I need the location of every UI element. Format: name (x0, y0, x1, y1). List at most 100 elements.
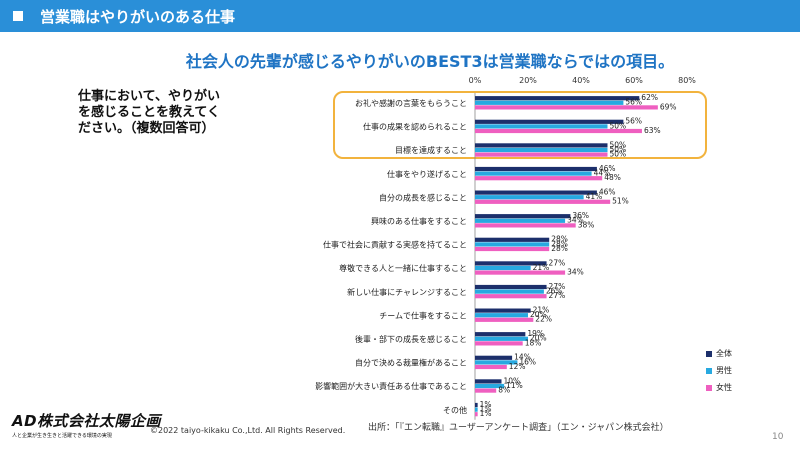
bar-female (475, 128, 642, 134)
bar-male (475, 218, 566, 223)
bar-male (475, 407, 478, 412)
bar-overall (475, 166, 597, 172)
category-label: お礼や感謝の言葉をもらうこと (355, 98, 467, 108)
bar-female (475, 412, 478, 417)
legend-item-female: 女性 (706, 379, 732, 396)
data-label-male: 20% (530, 310, 547, 319)
bar-male (475, 195, 584, 200)
legend-swatch-female (706, 384, 712, 391)
top3-highlight-box (333, 91, 707, 159)
category-label: 自分で決める裁量権があること (355, 358, 467, 368)
bar-overall (475, 190, 597, 195)
company-logo: AD株式会社太陽企画 人と企業が生き生きと活躍できる環境の実現 (12, 410, 161, 439)
data-label-overall: 46% (599, 164, 616, 173)
bar-male (475, 336, 528, 341)
bar-overall (475, 96, 640, 101)
legend-swatch-male (706, 367, 712, 374)
page-number: 10 (772, 432, 784, 442)
bar-male (475, 147, 608, 153)
data-label-overall: 19% (527, 329, 544, 338)
data-label-female: 1% (480, 409, 492, 418)
bar-male (475, 100, 624, 105)
chart-legend: 全体 男性 女性 (706, 345, 732, 396)
data-label-overall: 14% (514, 353, 531, 362)
data-label-female: 69% (660, 102, 677, 111)
data-label-overall: 21% (533, 306, 550, 315)
data-label-male: 11% (506, 381, 523, 390)
bar-female (475, 294, 547, 299)
x-tick-label: 80% (678, 76, 696, 85)
legend-swatch-overall (706, 350, 712, 357)
bar-male (475, 313, 528, 318)
data-label-overall: 62% (641, 93, 658, 102)
category-label: 仕事で社会に貢献する実感を持てること (323, 240, 467, 250)
category-label: 後輩・部下の成長を感じること (355, 334, 467, 344)
data-label-male: 44% (594, 169, 611, 178)
category-label: 目標を達成すること (395, 145, 467, 155)
data-label-overall: 27% (549, 258, 566, 267)
x-tick-label: 40% (572, 76, 590, 85)
x-tick-label: 20% (519, 76, 537, 85)
legend-label-male: 男性 (716, 366, 732, 375)
data-label-overall: 50% (610, 140, 627, 149)
bar-male (475, 124, 608, 129)
data-label-female: 51% (612, 197, 629, 206)
category-label: その他 (443, 405, 467, 415)
data-label-male: 41% (586, 192, 603, 201)
category-label: 自分の成長を感じること (379, 192, 467, 202)
category-label: 仕事の成果を認められること (363, 122, 467, 132)
bar-overall (475, 332, 526, 337)
bar-male (475, 289, 544, 294)
data-label-male: 26% (546, 287, 563, 296)
bar-female (475, 341, 523, 346)
data-label-overall: 10% (504, 376, 521, 385)
bar-overall (475, 237, 550, 242)
data-label-overall: 36% (572, 211, 589, 220)
data-label-female: 34% (567, 268, 584, 277)
category-label: チームで仕事をすること (379, 310, 467, 320)
legend-item-overall: 全体 (706, 345, 732, 362)
legend-label-female: 女性 (716, 383, 732, 392)
data-label-overall: 27% (549, 282, 566, 291)
bar-female (475, 176, 603, 181)
data-label-female: 12% (509, 362, 526, 371)
category-label: 興味のある仕事をすること (371, 216, 467, 226)
bar-overall (475, 379, 502, 384)
data-label-female: 22% (535, 315, 552, 324)
bar-female (475, 105, 658, 110)
bar-female (475, 388, 497, 393)
bar-male (475, 360, 518, 365)
bar-overall (475, 308, 531, 313)
bar-overall (475, 119, 624, 124)
bar-overall (475, 355, 513, 360)
category-label: 新しい仕事にチャレンジすること (347, 287, 467, 297)
logo-text: AD株式会社太陽企画 (12, 412, 162, 430)
data-label-overall: 56% (625, 117, 642, 126)
data-label-male: 56% (625, 98, 642, 107)
data-label-male: 28% (551, 239, 568, 248)
logo-tagline: 人と企業が生き生きと活躍できる環境の実現 (12, 433, 112, 439)
data-label-male: 50% (610, 121, 627, 130)
data-label-overall: 46% (599, 188, 616, 197)
data-label-female: 18% (525, 338, 542, 347)
chart-subtitle: 社会人の先輩が感じるやりがいのBEST3は営業職ならではの項目。 (185, 52, 675, 71)
data-label-male: 16% (519, 357, 536, 366)
bar-overall (475, 284, 547, 290)
legend-label-overall: 全体 (716, 349, 732, 358)
data-label-female: 8% (498, 386, 510, 395)
source-citation: 出所：「『エン転職』ユーザーアンケート調査」（エン・ジャパン株式会社） (368, 423, 669, 433)
bar-female (475, 270, 566, 275)
bar-female (475, 364, 507, 370)
bar-female (475, 317, 534, 322)
bar-overall (475, 143, 608, 148)
bar-overall (475, 261, 547, 266)
bar-male (475, 383, 505, 389)
category-label: 尊敬できる人と一緒に仕事すること (339, 263, 467, 273)
category-label: 影響範囲が大きい責任ある仕事であること (315, 381, 467, 391)
data-label-female: 28% (551, 244, 568, 253)
bar-male (475, 265, 531, 271)
data-label-female: 27% (549, 291, 566, 300)
header-bar: 営業職はやりがいのある仕事 (0, 0, 800, 32)
data-label-male: 50% (610, 145, 627, 154)
header-title: 営業職はやりがいのある仕事 (40, 8, 236, 26)
